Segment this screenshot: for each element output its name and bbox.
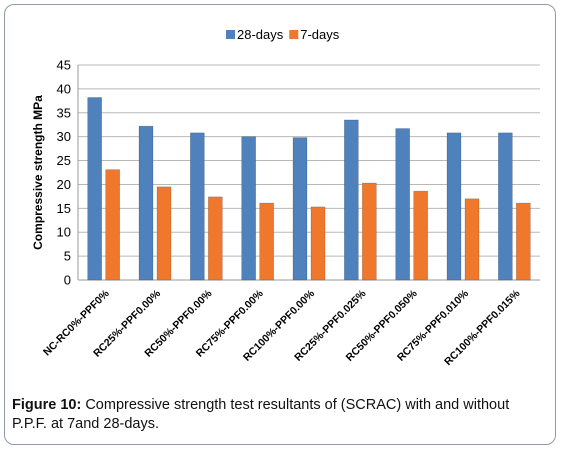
y-tick-label: 25	[57, 153, 71, 168]
bar-7-days-RC75%-PPF0.010%	[464, 198, 480, 281]
bar-7-days-RC50%-PPF0.00%	[208, 196, 223, 281]
figure-caption: Figure 10: Compressive strength test res…	[12, 396, 548, 434]
y-axis-title: Compressive strength MPa	[31, 95, 45, 250]
y-tick-label: 30	[57, 129, 71, 144]
y-tick-label: 15	[57, 201, 71, 216]
bar-28-days-RC75%-PPF0.010%	[446, 132, 462, 281]
bar-7-days-RC100%-PPF0.015%	[516, 202, 531, 281]
bar-28-days-RC50%-PPF0.00%	[190, 132, 205, 281]
legend-label-7-days: 7-days	[300, 27, 340, 42]
caption-label: Figure 10:	[12, 397, 82, 413]
y-tick-label: 5	[64, 249, 71, 264]
bar-28-days-NC-RC0%-PPF0%	[87, 97, 102, 281]
bar-7-days-RC25%-PPF0.00%	[156, 186, 172, 281]
legend-label-28-days: 28-days	[237, 27, 284, 42]
y-tick-label: 35	[57, 105, 71, 120]
y-tick-label: 0	[64, 273, 71, 288]
caption-text: Compressive strength test resultants of …	[12, 397, 510, 432]
bar-7-days-RC75%-PPF0.00%	[259, 202, 274, 281]
bar-7-days-RC25%-PPF0.025%	[362, 182, 377, 281]
bar-28-days-RC100%-PPF0.015%	[498, 132, 513, 281]
bar-28-days-RC100%-PPF0.00%	[292, 137, 308, 281]
bar-28-days-RC25%-PPF0.025%	[344, 119, 359, 281]
bar-28-days-RC50%-PPF0.050%	[395, 128, 410, 281]
bar-28-days-RC25%-PPF0.00%	[138, 125, 154, 281]
bar-28-days-RC75%-PPF0.00%	[241, 136, 256, 281]
legend-swatch-7-days	[289, 30, 299, 39]
bar-7-days-NC-RC0%-PPF0%	[105, 169, 120, 281]
y-tick-label: 40	[57, 81, 71, 96]
bar-7-days-RC50%-PPF0.050%	[413, 190, 428, 281]
y-tick-label: 45	[57, 58, 71, 73]
bar-7-days-RC100%-PPF0.00%	[310, 206, 326, 281]
y-tick-label: 20	[57, 177, 71, 192]
y-tick-label: 10	[57, 225, 71, 240]
legend-swatch-28-days	[226, 30, 235, 39]
